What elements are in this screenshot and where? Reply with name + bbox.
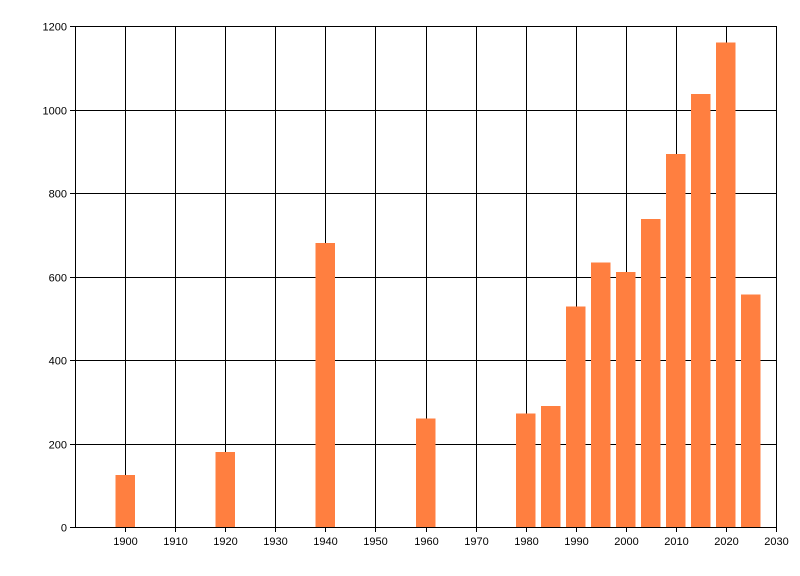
y-tick-label: 600 bbox=[49, 273, 67, 285]
y-tick-label: 1000 bbox=[43, 106, 67, 118]
axes bbox=[70, 26, 777, 532]
bar bbox=[215, 451, 235, 527]
y-tick-label: 1200 bbox=[43, 22, 67, 34]
x-tick-label: 1950 bbox=[363, 536, 387, 548]
x-tick-label: 1910 bbox=[163, 536, 187, 548]
bar bbox=[315, 243, 336, 527]
bar bbox=[666, 153, 686, 528]
bar bbox=[716, 42, 736, 527]
bar bbox=[415, 418, 436, 527]
y-tick-label: 200 bbox=[49, 440, 67, 452]
y-tick-label: 800 bbox=[49, 189, 67, 201]
x-tick-label: 1990 bbox=[564, 536, 588, 548]
bar bbox=[691, 94, 711, 527]
bars bbox=[115, 42, 761, 528]
bar bbox=[616, 271, 636, 527]
bar bbox=[641, 218, 661, 527]
y-tick-label: 400 bbox=[49, 356, 67, 368]
tick-labels: 0 200 400 600 800 1000 1200 1900 1910 1920 1930 194… bbox=[43, 22, 789, 549]
x-tick-label: 2030 bbox=[764, 536, 788, 548]
x-tick-label: 1970 bbox=[464, 536, 488, 548]
x-tick-label: 1940 bbox=[313, 536, 337, 548]
bar bbox=[115, 474, 135, 527]
bar bbox=[566, 306, 586, 527]
x-tick-label: 1920 bbox=[213, 536, 237, 548]
bar bbox=[515, 413, 536, 527]
x-tick-label: 2020 bbox=[714, 536, 738, 548]
x-tick-label: 1980 bbox=[514, 536, 538, 548]
x-tick-label: 2000 bbox=[614, 536, 638, 548]
x-tick-label: 1900 bbox=[113, 536, 137, 548]
y-tick-label: 0 bbox=[61, 523, 67, 535]
bar bbox=[591, 262, 611, 527]
x-tick-label: 2010 bbox=[664, 536, 688, 548]
x-tick-label: 1960 bbox=[414, 536, 438, 548]
bar bbox=[540, 405, 561, 527]
x-tick-label: 1930 bbox=[263, 536, 287, 548]
bar bbox=[741, 294, 761, 527]
